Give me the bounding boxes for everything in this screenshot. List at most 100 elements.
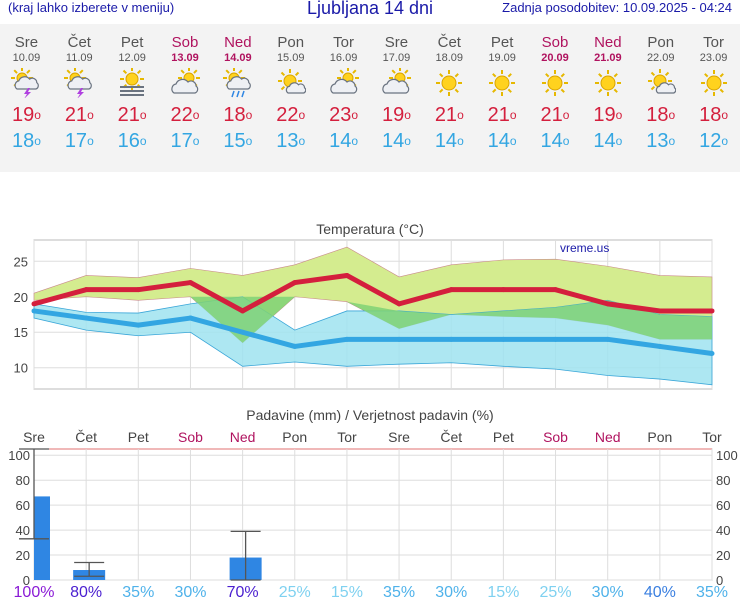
weather-icon-slot bbox=[170, 67, 200, 98]
day-name: Ned bbox=[224, 34, 252, 51]
precipitation-probability-label: 100% bbox=[14, 584, 55, 600]
degree-sign: o bbox=[668, 134, 676, 148]
degree-sign: o bbox=[34, 108, 41, 122]
max-temp-value: 18 bbox=[223, 104, 246, 126]
min-temp-value: 13 bbox=[276, 130, 299, 152]
min-temp-point bbox=[709, 351, 715, 357]
day-date: 12.09 bbox=[118, 52, 146, 64]
precipitation-ytick-right: 100 bbox=[716, 448, 738, 463]
min-temp-point bbox=[135, 322, 141, 328]
precipitation-probability-label: 15% bbox=[487, 584, 519, 600]
min-temp-value: 18 bbox=[11, 130, 35, 152]
degree-sign: o bbox=[245, 108, 253, 122]
day-date: 23.09 bbox=[699, 52, 728, 64]
precipitation-ytick-right: 80 bbox=[716, 473, 730, 488]
day-name: Pon bbox=[647, 34, 675, 51]
day-date: 20.09 bbox=[541, 52, 569, 64]
weather-icon-slot bbox=[487, 68, 517, 98]
min-temp-value: 15 bbox=[223, 130, 246, 152]
min-temp-point bbox=[448, 336, 454, 342]
precipitation-day-label: Ned bbox=[230, 429, 256, 445]
precipitation-ytick-right: 60 bbox=[716, 498, 730, 513]
rain-sun-icon bbox=[222, 67, 251, 98]
precipitation-probability-label: 30% bbox=[174, 584, 206, 600]
day-date: 16.09 bbox=[329, 52, 358, 64]
degree-sign: o bbox=[298, 108, 306, 122]
precipitation-day-label: Tor bbox=[337, 429, 357, 445]
max-temp: 19o bbox=[370, 102, 422, 128]
min-temp-value: 14 bbox=[434, 130, 458, 152]
precipitation-day-label: Pet bbox=[493, 429, 514, 445]
precipitation-ytick-left: 60 bbox=[16, 498, 30, 513]
day-name: Tor bbox=[703, 34, 724, 51]
forecast-day: Pon 22.09 18o 13o bbox=[635, 24, 687, 154]
degree-sign: o bbox=[562, 108, 570, 122]
thunderstorm-sun-icon bbox=[11, 67, 40, 99]
sun-icon bbox=[594, 70, 621, 96]
min-temp-value: 13 bbox=[646, 130, 669, 152]
weather-icon-slot bbox=[593, 68, 623, 98]
max-temp-point bbox=[292, 280, 298, 286]
max-temp: 21o bbox=[423, 102, 475, 128]
precipitation-day-label: Sob bbox=[543, 429, 568, 445]
precipitation-ytick-right: 40 bbox=[716, 523, 730, 538]
max-temp-value: 21 bbox=[487, 104, 510, 126]
min-temp-point bbox=[344, 336, 350, 342]
precipitation-probability-label: 25% bbox=[540, 584, 572, 600]
day-date: 17.09 bbox=[382, 52, 411, 64]
day-name: Sob bbox=[171, 34, 199, 51]
min-temp-value: 17 bbox=[64, 130, 88, 152]
max-temp-point bbox=[605, 301, 611, 307]
max-temp-value: 21 bbox=[434, 104, 458, 126]
degree-sign: o bbox=[404, 108, 411, 122]
degree-sign: o bbox=[87, 134, 94, 148]
day-date: 14.09 bbox=[224, 52, 252, 64]
degree-sign: o bbox=[192, 108, 200, 122]
degree-sign: o bbox=[139, 108, 147, 122]
min-temp-value: 14 bbox=[593, 130, 616, 152]
temperature-ytick-label: 15 bbox=[14, 325, 28, 340]
degree-sign: o bbox=[615, 134, 623, 148]
weather-icon-slot bbox=[329, 67, 359, 98]
precipitation-day-label: Tor bbox=[702, 429, 722, 445]
weather-icon-slot bbox=[434, 68, 464, 98]
min-temp-point bbox=[553, 336, 559, 342]
degree-sign: o bbox=[351, 134, 359, 148]
min-temp: 13o bbox=[635, 128, 687, 154]
min-temp-point bbox=[240, 329, 246, 335]
precipitation-day-label: Pet bbox=[128, 429, 149, 445]
day-name: Tor bbox=[333, 34, 354, 51]
max-temp-point bbox=[448, 287, 454, 293]
max-temp-point bbox=[135, 287, 141, 293]
precipitation-day-label: Pon bbox=[282, 429, 307, 445]
max-temp-point bbox=[31, 301, 37, 307]
max-temp: 23o bbox=[318, 102, 370, 128]
degree-sign: o bbox=[509, 108, 517, 122]
sun-icon bbox=[542, 70, 568, 96]
max-temp-point bbox=[500, 287, 506, 293]
max-temp: 22o bbox=[159, 102, 211, 128]
partly-cloudy-icon bbox=[382, 67, 412, 94]
max-temp-point bbox=[83, 287, 89, 293]
max-temp: 21o bbox=[476, 102, 528, 128]
degree-sign: o bbox=[139, 134, 147, 148]
min-temp: 14o bbox=[318, 128, 370, 154]
precipitation-ytick-right: 0 bbox=[716, 573, 723, 588]
day-name: Pon bbox=[277, 34, 305, 51]
precipitation-plot-area bbox=[33, 448, 713, 581]
min-temp-point bbox=[396, 336, 402, 342]
min-temp-value: 14 bbox=[540, 130, 563, 152]
min-temp: 14o bbox=[423, 128, 475, 154]
precipitation-probability-label: 30% bbox=[435, 584, 467, 600]
max-temp: 22o bbox=[265, 102, 317, 128]
max-temp-point bbox=[344, 272, 350, 278]
degree-sign: o bbox=[509, 134, 517, 148]
max-temp-value: 19 bbox=[593, 104, 616, 126]
location-menu-hint[interactable]: (kraj lahko izberete v meniju) bbox=[8, 0, 175, 15]
forecast-day: Sob 13.09 22o 17o bbox=[159, 24, 211, 154]
degree-sign: o bbox=[457, 108, 464, 122]
max-temp: 18o bbox=[635, 102, 687, 128]
min-temp: 13o bbox=[265, 128, 317, 154]
min-temp: 17o bbox=[53, 128, 105, 154]
